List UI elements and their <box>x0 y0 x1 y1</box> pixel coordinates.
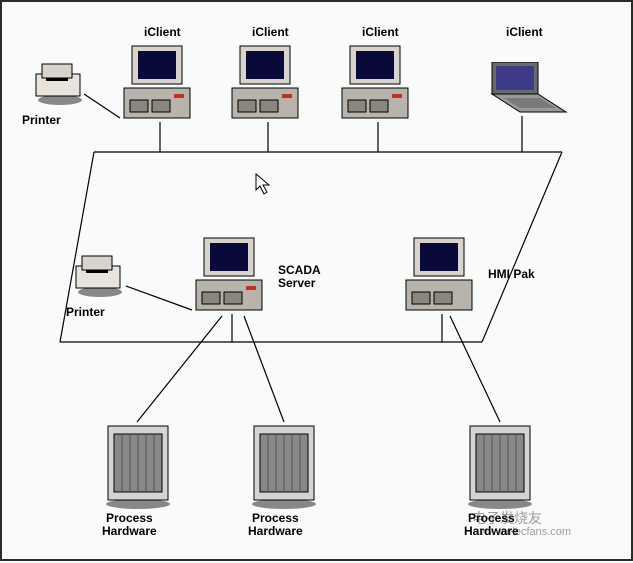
laptop-label: iClient <box>506 26 543 39</box>
printer-2 <box>70 252 126 303</box>
scada-label: SCADA Server <box>278 264 321 290</box>
hmi-pak <box>402 234 482 323</box>
client-2-label: iClient <box>252 26 289 39</box>
client-1 <box>120 42 200 131</box>
printer-1-label: Printer <box>22 114 61 127</box>
process-hw-2 <box>246 422 322 515</box>
client-3 <box>338 42 418 131</box>
client-3-label: iClient <box>362 26 399 39</box>
process-hw-1 <box>100 422 176 515</box>
printer-1 <box>30 60 86 111</box>
hw-2-label: Process Hardware <box>248 512 303 538</box>
client-2 <box>228 42 308 131</box>
watermark-1: 电子发烧友 <box>472 508 542 528</box>
client-1-label: iClient <box>144 26 181 39</box>
process-hw-3 <box>462 422 538 515</box>
printer-2-label: Printer <box>66 306 105 319</box>
watermark-2: www.elecfans.com <box>480 526 571 538</box>
laptop-client <box>482 62 572 123</box>
scada-server <box>192 234 272 323</box>
hw-1-label: Process Hardware <box>102 512 157 538</box>
hmi-label: HMI Pak <box>488 268 535 281</box>
